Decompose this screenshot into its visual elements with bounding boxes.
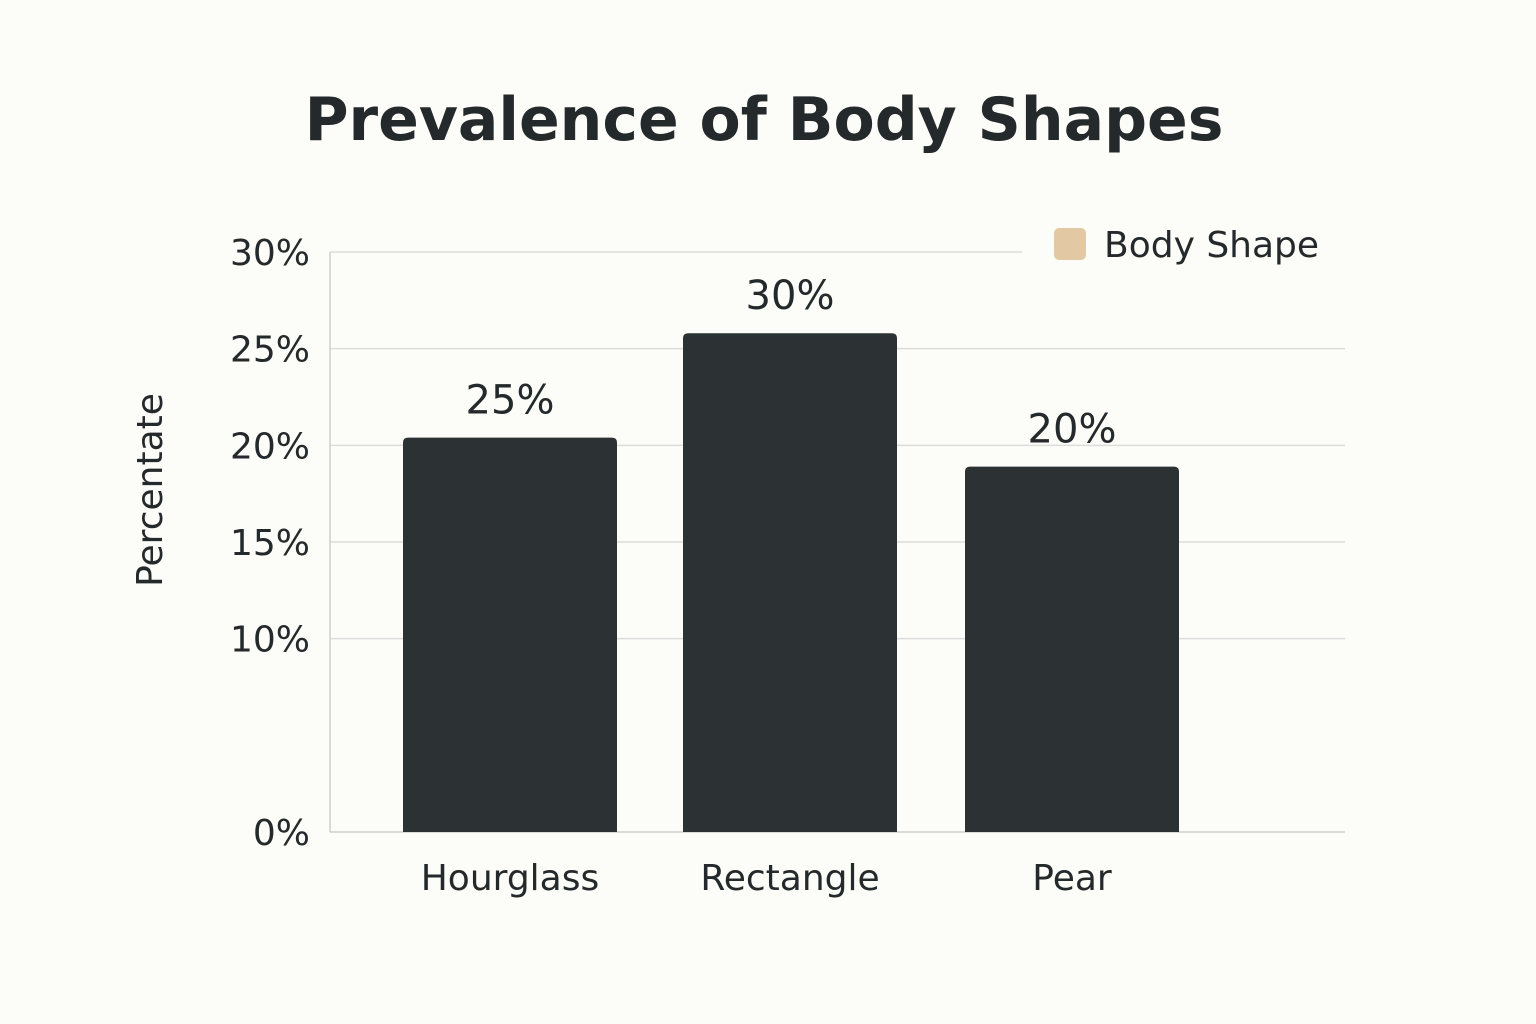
bar-pear: [965, 466, 1179, 832]
bar-rectangle: [683, 333, 897, 832]
data-labels: 25% 30% 20%: [466, 273, 1117, 452]
legend: Body Shape: [1054, 225, 1319, 266]
bars: [403, 333, 1179, 832]
y-tick-label: 0%: [253, 813, 310, 854]
y-axis-ticks: 0% 10% 15% 20% 25% 30%: [230, 233, 310, 854]
chart-title: Prevalence of Body Shapes: [305, 85, 1224, 155]
x-tick-label-pear: Pear: [1032, 858, 1112, 899]
y-tick-label: 25%: [230, 330, 310, 371]
y-tick-label: 20%: [230, 426, 310, 467]
y-tick-label: 30%: [230, 233, 310, 274]
y-axis-label: Percentate: [130, 393, 171, 587]
y-tick-label: 10%: [230, 620, 310, 661]
data-label-rectangle: 30%: [746, 273, 835, 319]
data-label-pear: 20%: [1028, 407, 1117, 453]
data-label-hourglass: 25%: [466, 378, 555, 424]
legend-swatch: [1054, 228, 1086, 260]
y-tick-label: 15%: [230, 523, 310, 564]
legend-label: Body Shape: [1104, 225, 1319, 266]
x-tick-label-hourglass: Hourglass: [421, 858, 600, 899]
bar-hourglass: [403, 437, 617, 832]
x-axis-categories: Hourglass Rectangle Pear: [421, 858, 1112, 899]
x-tick-label-rectangle: Rectangle: [700, 858, 879, 899]
